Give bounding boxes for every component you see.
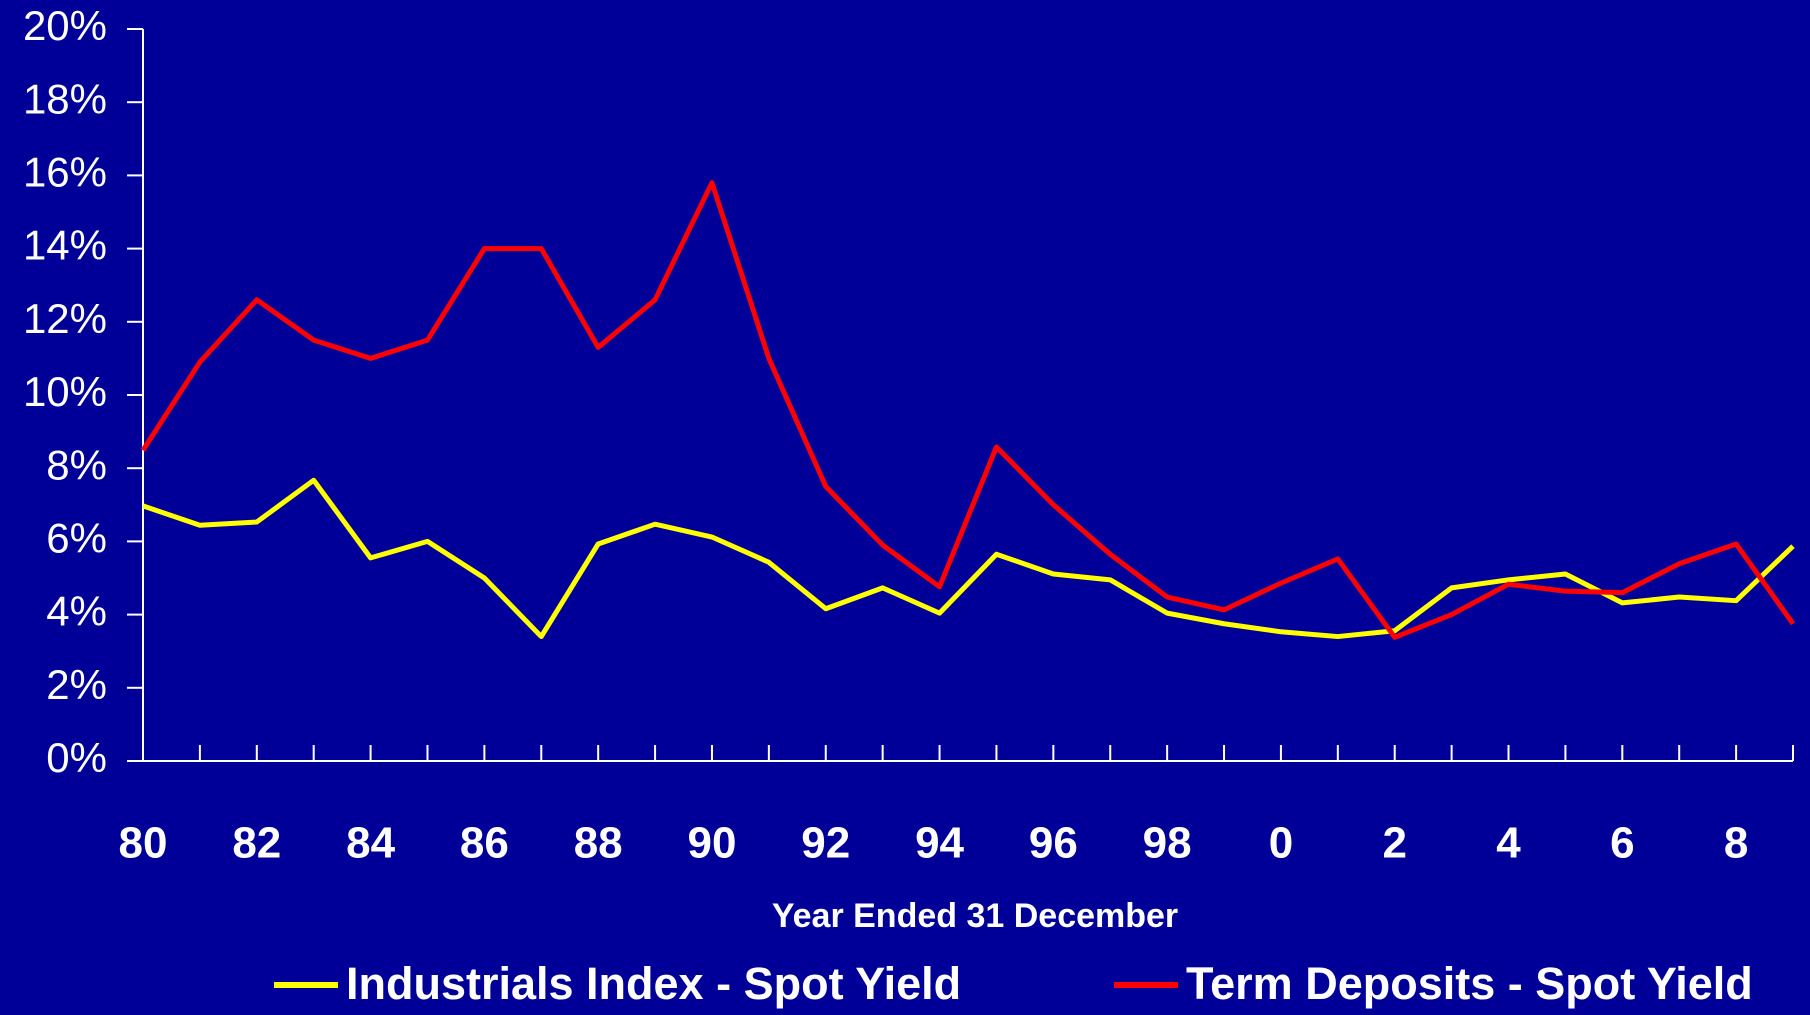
y-tick-label: 0% <box>46 734 107 781</box>
data-line <box>142 477 1795 640</box>
y-tick-label: 16% <box>23 148 107 195</box>
x-tick-label: 88 <box>574 819 623 868</box>
x-tick-label: 80 <box>119 819 168 868</box>
x-tick-label: 92 <box>801 819 850 868</box>
y-tick-label: 6% <box>46 514 107 561</box>
legend-label: Industrials Index - Spot Yield <box>346 958 961 1009</box>
x-tick-label: 8 <box>1724 819 1748 868</box>
x-tick-label: 96 <box>1029 819 1078 868</box>
x-tick-label: 4 <box>1496 819 1521 868</box>
y-tick-label: 14% <box>23 222 107 269</box>
x-tick-label: 0 <box>1269 819 1293 868</box>
x-tick-label: 90 <box>687 819 736 868</box>
y-tick-label: 12% <box>23 295 107 342</box>
legend-label: Term Deposits - Spot Yield <box>1186 958 1753 1009</box>
x-tick-label: 84 <box>346 819 395 868</box>
y-tick-label: 2% <box>46 661 107 708</box>
x-tick-label: 86 <box>460 819 509 868</box>
x-tick-label: 94 <box>915 819 964 868</box>
x-tick-label: 2 <box>1382 819 1406 868</box>
x-axis-title: Year Ended 31 December <box>772 897 1178 935</box>
x-tick-label: 6 <box>1610 819 1634 868</box>
data-line <box>140 180 1796 640</box>
y-tick-label: 20% <box>23 2 107 49</box>
x-tick-label: 98 <box>1143 819 1192 868</box>
y-tick-label: 10% <box>23 368 107 415</box>
y-tick-label: 8% <box>46 441 107 488</box>
y-tick-label: 4% <box>46 588 107 635</box>
y-tick-label: 18% <box>23 75 107 122</box>
x-tick-label: 82 <box>232 819 281 868</box>
